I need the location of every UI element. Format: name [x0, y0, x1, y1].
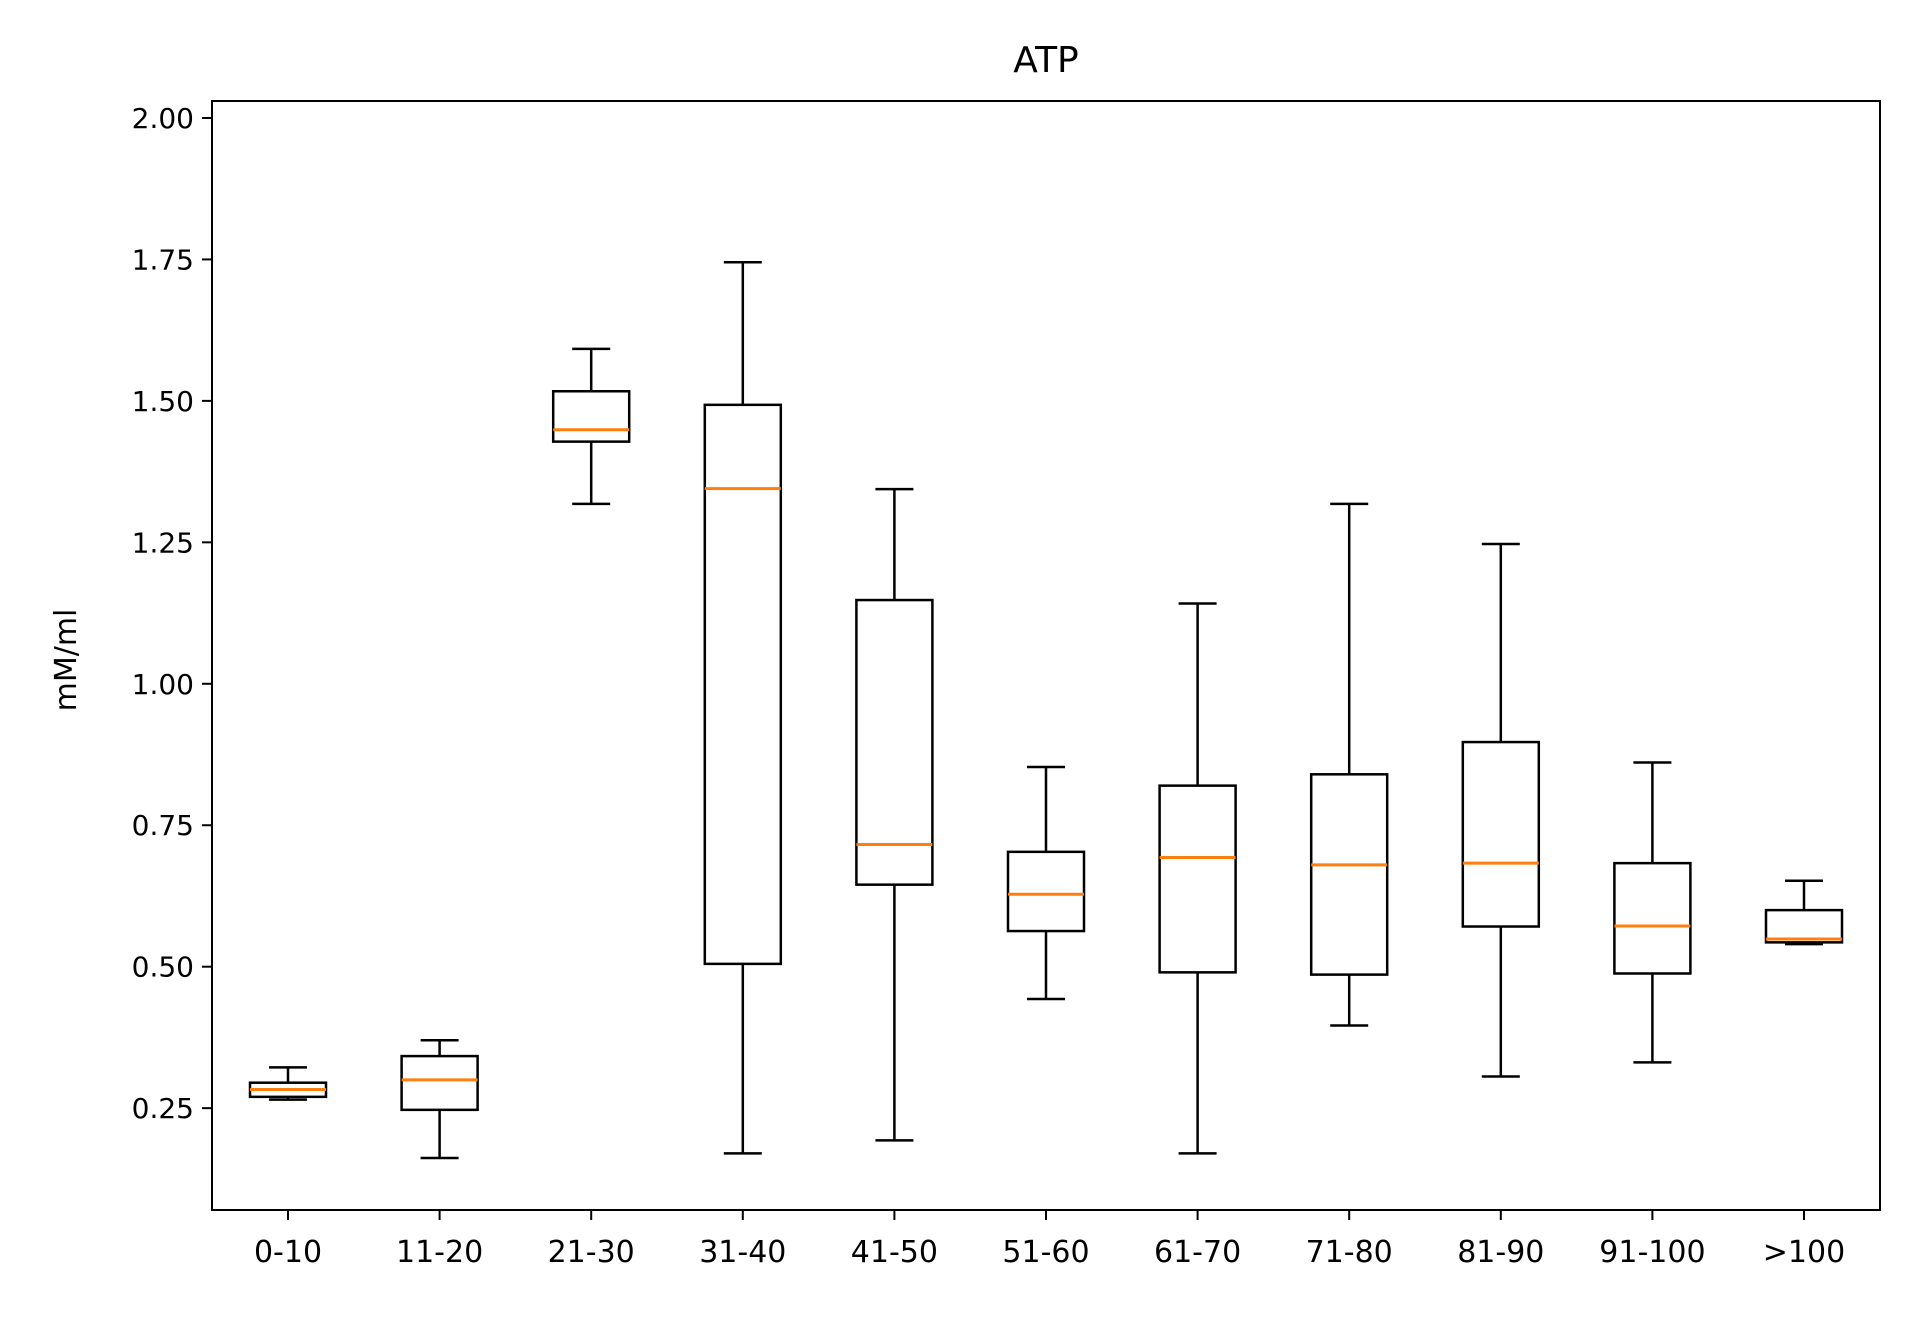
y-tick-label: 2.00 — [132, 102, 194, 135]
x-tick-label: 0-10 — [254, 1235, 322, 1270]
box-iqr — [1613, 861, 1692, 975]
box-iqr — [703, 403, 783, 966]
box-iqr — [855, 598, 934, 886]
box-iqr — [1006, 850, 1086, 933]
plot-area: 0.25 0.50 0.75 1.00 1.25 1.50 1.75 2.00 0-10 11-2… — [132, 100, 1881, 1270]
box-iqr — [400, 1054, 479, 1112]
box-iqr — [1158, 784, 1237, 974]
box-iqr — [1461, 740, 1541, 928]
y-tick-label: 0.50 — [132, 951, 194, 984]
x-tick-label: 71-80 — [1306, 1235, 1393, 1270]
y-tick-label: 0.25 — [132, 1092, 194, 1125]
x-tick-label: >100 — [1763, 1235, 1845, 1270]
x-tick-label: 21-30 — [548, 1235, 635, 1270]
chart-title: ATP — [1013, 40, 1079, 81]
box-iqr — [1309, 773, 1389, 976]
y-tick-label: 0.75 — [132, 809, 194, 842]
x-tick-label: 11-20 — [396, 1235, 483, 1270]
x-tick-label: 61-70 — [1154, 1235, 1241, 1270]
box-iqr — [551, 390, 631, 443]
box-iqr — [1764, 908, 1844, 944]
plot-frame — [211, 100, 1881, 1211]
x-tick-label: 51-60 — [1002, 1235, 1089, 1270]
x-tick-label: 41-50 — [851, 1235, 938, 1270]
x-tick-label: 81-90 — [1457, 1235, 1544, 1270]
y-tick-label: 1.50 — [132, 385, 194, 418]
y-tick-label: 1.75 — [132, 243, 194, 276]
x-tick-label: 31-40 — [699, 1235, 786, 1270]
x-tick-label: 91-100 — [1599, 1235, 1705, 1270]
y-tick-label: 1.25 — [132, 526, 194, 559]
y-axis-label: mM/ml — [49, 609, 84, 712]
y-tick-label: 1.00 — [132, 668, 194, 701]
